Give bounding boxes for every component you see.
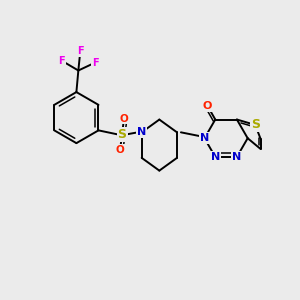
Text: F: F (92, 58, 98, 68)
Text: F: F (77, 46, 84, 56)
Text: N: N (211, 152, 220, 162)
Text: F: F (58, 56, 65, 66)
Text: N: N (200, 133, 209, 143)
Text: N: N (137, 127, 146, 137)
Text: O: O (116, 145, 124, 155)
Text: N: N (200, 133, 209, 143)
Text: N: N (232, 152, 242, 162)
Text: S: S (251, 118, 260, 131)
Text: O: O (203, 101, 212, 111)
Text: O: O (120, 114, 128, 124)
Text: S: S (118, 128, 127, 141)
